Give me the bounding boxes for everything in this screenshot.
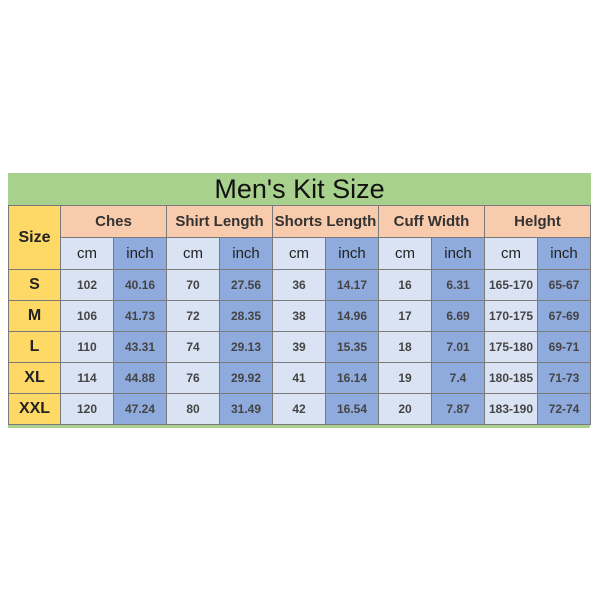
chart-title: Men's Kit Size: [7, 173, 592, 206]
table-cell: 74: [166, 331, 220, 363]
table-cell: 70: [166, 269, 220, 301]
table-cell: 20: [378, 393, 432, 425]
table-cell: 17: [378, 300, 432, 332]
unit-header-cm: cm: [272, 237, 326, 270]
table-cell: 72-74: [536, 393, 592, 425]
table-cell: 76: [166, 362, 220, 394]
unit-header-cm: cm: [484, 237, 538, 270]
table-cell: 38: [272, 300, 326, 332]
unit-header-inch: inch: [219, 237, 273, 270]
column-group-header: Helght: [483, 205, 592, 238]
table-cell: 29.92: [219, 362, 273, 394]
table-cell: 16.14: [325, 362, 379, 394]
table-cell: 42: [272, 393, 326, 425]
column-group-header: Shorts Length: [272, 205, 379, 238]
table-cell: 6.69: [431, 300, 485, 332]
size-label: S: [8, 269, 61, 301]
table-cell: 120: [60, 393, 114, 425]
table-cell: 6.31: [431, 269, 485, 301]
table-cell: 165-170: [484, 269, 538, 301]
table-cell: 41.73: [113, 300, 167, 332]
table-cell: 44.88: [113, 362, 167, 394]
bottom-strip: [8, 425, 590, 428]
table-cell: 183-190: [484, 393, 538, 425]
table-cell: 18: [378, 331, 432, 363]
table-cell: 27.56: [219, 269, 273, 301]
table-cell: 102: [60, 269, 114, 301]
table-cell: 47.24: [113, 393, 167, 425]
unit-header-cm: cm: [166, 237, 220, 270]
table-row: XL 114 44.88 76 29.92 41 16.14 19 7.4 180-185 71-7…: [8, 362, 592, 394]
table-row: S 102 40.16 70 27.56 36 14.17 16 6.31 165-170 65-6…: [8, 269, 592, 301]
table-row: XXL 120 47.24 80 31.49 42 16.54 20 7.87 183-190 72…: [8, 393, 592, 425]
table-cell: 65-67: [536, 269, 592, 301]
table-cell: 36: [272, 269, 326, 301]
table-cell: 14.96: [325, 300, 379, 332]
table-cell: 43.31: [113, 331, 167, 363]
table-row: M 106 41.73 72 28.35 38 14.96 17 6.69 170-175 67-6…: [8, 300, 592, 332]
unit-header-inch: inch: [113, 237, 167, 270]
column-group-header: Cuff Width: [378, 205, 485, 238]
table-row: L 110 43.31 74 29.13 39 15.35 18 7.01 175-180 69-7…: [8, 331, 592, 363]
table-cell: 67-69: [536, 300, 592, 332]
table-cell: 31.49: [219, 393, 273, 425]
table-cell: 7.01: [431, 331, 485, 363]
size-chart: Men's Kit Size Size Ches Shirt Length Short…: [7, 173, 592, 428]
table-cell: 69-71: [536, 331, 592, 363]
table-cell: 14.17: [325, 269, 379, 301]
table-cell: 16: [378, 269, 432, 301]
size-header: Size: [8, 205, 61, 270]
table-cell: 80: [166, 393, 220, 425]
unit-header-inch: inch: [325, 237, 379, 270]
table-cell: 15.35: [325, 331, 379, 363]
table-cell: 180-185: [484, 362, 538, 394]
table-cell: 7.87: [431, 393, 485, 425]
unit-header-inch: inch: [431, 237, 485, 270]
table-cell: 106: [60, 300, 114, 332]
size-label: M: [8, 300, 61, 332]
table-cell: 19: [378, 362, 432, 394]
table-cell: 40.16: [113, 269, 167, 301]
table-cell: 170-175: [484, 300, 538, 332]
unit-header-inch: inch: [536, 237, 592, 270]
table-cell: 29.13: [219, 331, 273, 363]
size-label: L: [8, 331, 61, 363]
size-label: XL: [8, 362, 61, 394]
table-cell: 41: [272, 362, 326, 394]
unit-header-cm: cm: [60, 237, 114, 270]
table-cell: 7.4: [431, 362, 485, 394]
unit-header-cm: cm: [378, 237, 432, 270]
table-cell: 39: [272, 331, 326, 363]
column-group-header: Shirt Length: [166, 205, 273, 238]
table-cell: 72: [166, 300, 220, 332]
table-cell: 71-73: [536, 362, 592, 394]
column-group-header: Ches: [60, 205, 167, 238]
size-label: XXL: [8, 393, 61, 425]
table-cell: 110: [60, 331, 114, 363]
table-cell: 16.54: [325, 393, 379, 425]
table-cell: 28.35: [219, 300, 273, 332]
table-cell: 114: [60, 362, 114, 394]
table-cell: 175-180: [484, 331, 538, 363]
size-table: Men's Kit Size Size Ches Shirt Length Short…: [7, 173, 592, 425]
